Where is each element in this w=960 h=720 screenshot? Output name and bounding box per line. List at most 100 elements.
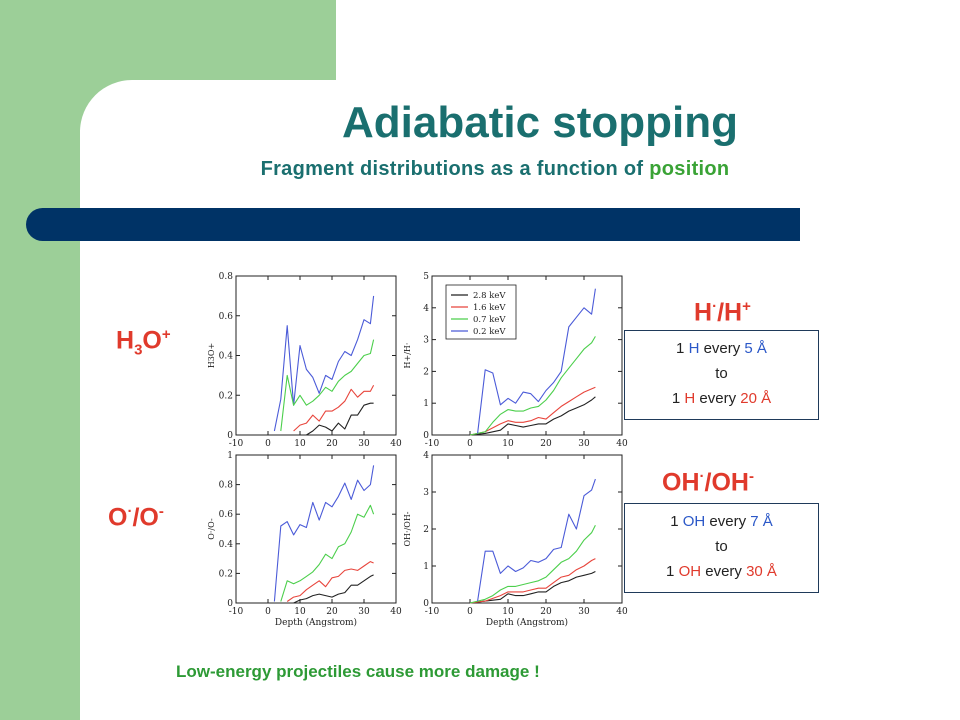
x-tick-label: 10 [502,607,514,617]
h-ratio-heading: H·/H+ [694,298,751,327]
x-tick-label: -10 [229,607,244,617]
box-line-2: to [715,365,728,382]
box-species: OH [682,513,706,530]
box-line-1: 1 OH every 7 Å [625,509,818,534]
x-tick-label: 40 [390,607,402,617]
row-label-o: O·/O- [108,503,164,532]
y-tick-label: 2 [423,367,429,377]
box-distance: 7 Å [750,513,773,530]
series-line [273,295,375,432]
plot-frame [431,454,623,604]
box-text: every [701,563,747,580]
label-part: O [108,503,128,532]
box-text: 1 [676,340,689,357]
y-tick-label: 4 [423,304,429,314]
box-text: every [695,390,741,407]
footer-note: Low-energy projectiles cause more damage… [176,662,540,681]
y-tick-label: 1 [423,562,429,572]
label-superscript: - [158,503,164,520]
y-axis-label: H+/H· [403,343,412,369]
x-tick-label: -10 [425,439,440,449]
box-species: OH [678,563,702,580]
y-tick-label: 0 [227,599,233,609]
green-side-band [0,0,80,720]
y-tick-label: 0 [227,431,233,441]
label-part: /O [132,503,159,532]
y-tick-label: 4 [423,451,429,461]
box-text: every [705,513,751,530]
series-line [477,288,596,434]
title-divider-bar [26,208,800,241]
box-distance: 30 Å [746,563,777,580]
y-tick-label: 3 [423,336,429,346]
x-tick-label: 20 [540,439,552,449]
y-tick-label: 2 [423,525,429,535]
series-line [469,336,596,436]
box-text: 1 [666,563,679,580]
label-part: O [142,326,162,355]
series-line [280,504,375,602]
x-tick-label: 30 [358,607,370,617]
x-axis-label: Depth (Angstrom) [486,617,568,628]
y-tick-label: 3 [423,488,429,498]
box-distance: 5 Å [744,340,767,357]
series-line [469,386,596,436]
series-line [469,396,596,436]
series-line [280,339,375,432]
y-tick-label: 1 [423,399,429,409]
oh-ratio-heading: OH·/OH- [662,468,754,497]
x-tick-label: 40 [616,439,628,449]
label-superscript: · [712,298,718,315]
subtitle-text: Fragment distributions as a function of [260,158,650,180]
x-tick-label: 40 [616,607,628,617]
box-text: every [699,340,745,357]
x-tick-label: 30 [358,439,370,449]
box-line-3: 1 H every 20 Å [625,386,818,411]
y-tick-label: 5 [423,272,429,282]
legend-label: 0.7 keV [473,315,506,325]
y-tick-label: 0 [423,599,429,609]
y-tick-label: 0.8 [219,272,234,282]
x-tick-label: 30 [578,439,590,449]
legend-frame [445,284,517,340]
x-tick-label: 0 [265,439,271,449]
x-tick-label: 40 [390,439,402,449]
series-line [477,478,596,602]
slide-title: Adiabatic stopping [342,98,738,147]
series-line [273,465,375,602]
box-line-2: to [715,538,728,555]
series-line [293,385,375,432]
box-text: 1 [670,513,683,530]
row-label-h3o: H3O+ [116,326,171,358]
x-tick-label: -10 [425,607,440,617]
y-axis-label: H3O+ [207,343,216,368]
legend-label: 2.8 keV [473,291,506,301]
box-line-3: 1 OH every 30 Å [625,559,818,584]
label-part: OH [662,468,700,497]
series-line [293,574,374,604]
x-tick-label: 30 [578,607,590,617]
label-part: H [694,298,713,327]
series-line [469,558,596,604]
series-line [306,402,374,436]
box-species: H [688,340,700,357]
label-superscript: · [127,503,133,520]
chart-legend: 2.8 keV 1.6 keV 0.7 keV 0.2 keV [445,284,517,340]
label-part: /H [717,298,743,327]
plot-frame [235,275,397,436]
legend-label: 0.2 keV [473,327,506,337]
box-line-1: 1 H every 5 Å [625,336,818,361]
x-tick-label: 0 [467,607,473,617]
x-axis-label: Depth (Angstrom) [275,617,357,628]
h-frequency-box: 1 H every 5 Å to 1 H every 20 Å [624,330,819,420]
series-line [286,561,374,602]
label-part: H [116,326,135,355]
oh-frequency-box: 1 OH every 7 Å to 1 OH every 30 Å [624,503,819,593]
x-tick-label: 10 [502,439,514,449]
x-tick-label: 0 [265,607,271,617]
box-text: 1 [671,390,685,407]
